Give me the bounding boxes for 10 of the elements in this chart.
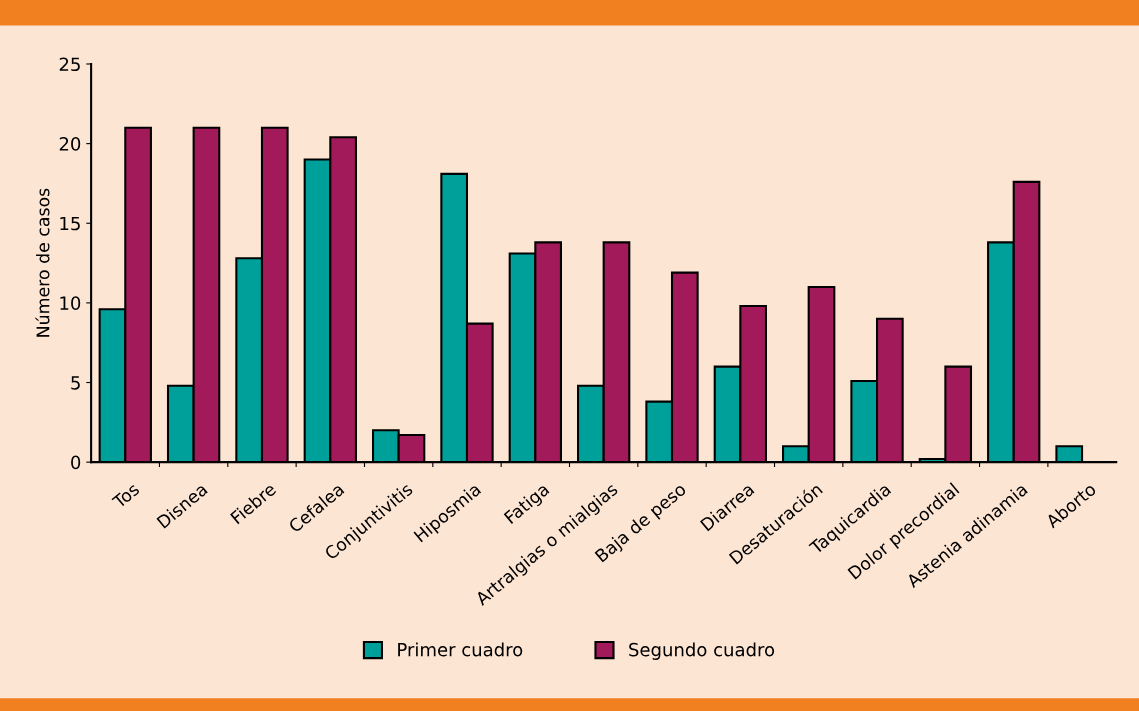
y-axis-title: Número de casos: [35, 188, 50, 337]
y-tick-label: 10: [60, 296, 81, 310]
y-tick-label: 5: [71, 376, 80, 390]
y-tick-label: 0: [71, 455, 81, 470]
x-tick-label: Tos: [111, 482, 141, 510]
y-tick-label: 15: [60, 216, 80, 231]
legend-label: Primer cuadro: [398, 642, 523, 657]
y-tick-label: 25: [59, 57, 80, 72]
legend-label: Segundo cuadro: [629, 642, 775, 660]
y-tick-label: 20: [59, 137, 81, 151]
